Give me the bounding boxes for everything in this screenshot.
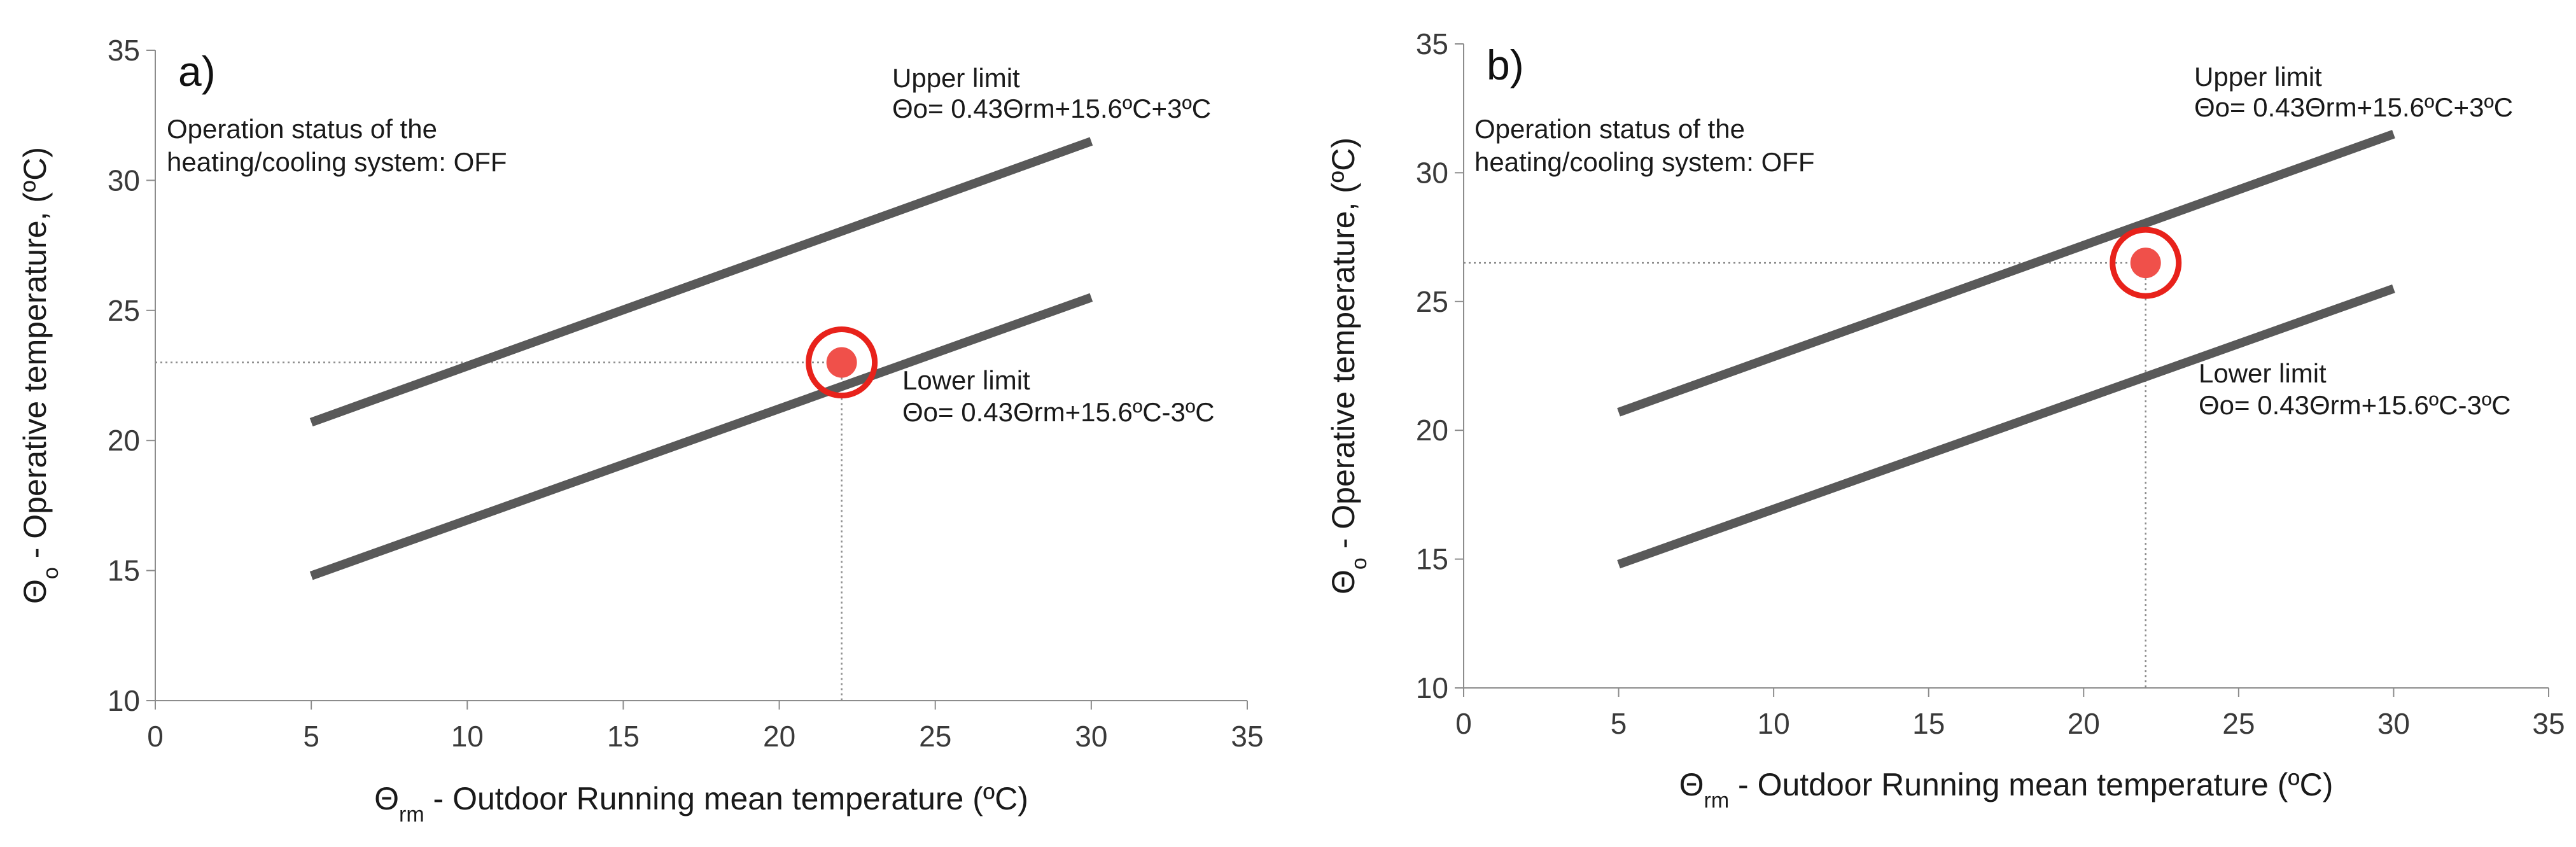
upper-limit-formula: Θo= 0.43Θrm+15.6ºC+3ºC bbox=[2194, 92, 2513, 122]
x-tick-label: 35 bbox=[1231, 720, 1263, 753]
lower-limit-line bbox=[309, 293, 1093, 580]
y-tick-label: 20 bbox=[108, 424, 140, 457]
x-tick-label: 25 bbox=[919, 720, 951, 753]
highlight-ring bbox=[806, 326, 878, 399]
x-axis-title: Θrm - Outdoor Running mean temperature (… bbox=[1679, 767, 2334, 813]
x-tick-label: 5 bbox=[1611, 707, 1627, 740]
x-axis-title: Θrm - Outdoor Running mean temperature (… bbox=[374, 781, 1028, 827]
current-condition-point bbox=[826, 347, 857, 378]
current-condition-point bbox=[2130, 248, 2161, 279]
status-text-line2: heating/cooling system: OFF bbox=[167, 147, 507, 177]
y-tick-label: 35 bbox=[108, 34, 140, 67]
y-tick-label: 25 bbox=[1416, 285, 1448, 318]
y-tick-label: 35 bbox=[1416, 27, 1448, 60]
y-tick-label: 10 bbox=[108, 684, 140, 717]
x-tick-label: 10 bbox=[451, 720, 484, 753]
status-text-line1: Operation status of the bbox=[167, 114, 437, 144]
upper-limit-line bbox=[309, 137, 1093, 427]
y-tick-label: 25 bbox=[108, 294, 140, 327]
y-axis-title: Θo - Operative temperature, (ºC) bbox=[17, 147, 63, 604]
x-tick-label: 30 bbox=[2377, 707, 2410, 740]
lower-limit-formula: Θo= 0.43Θrm+15.6ºC-3ºC bbox=[2199, 390, 2511, 420]
x-tick-label: 5 bbox=[303, 720, 319, 753]
chart-panel-b: 10 15 20 25 30 35 0 5 10 15 20 25 30 35 b) Operation st… bbox=[1326, 27, 2565, 813]
upper-limit-formula: Θo= 0.43Θrm+15.6ºC+3ºC bbox=[892, 94, 1211, 123]
x-tick-label: 30 bbox=[1075, 720, 1107, 753]
upper-limit-label: Upper limit bbox=[2194, 62, 2322, 92]
y-tick-label: 15 bbox=[108, 554, 140, 587]
x-tick-label: 0 bbox=[1455, 707, 1472, 740]
chart-panel-a: 10 15 20 25 30 35 0 5 10 15 20 25 30 35 a) Operation st… bbox=[17, 34, 1264, 827]
panel-label: b) bbox=[1487, 41, 1524, 88]
y-tick-label: 15 bbox=[1416, 543, 1448, 576]
x-tick-label: 15 bbox=[1912, 707, 1945, 740]
upper-limit-line bbox=[1617, 130, 2395, 417]
y-tick-label: 20 bbox=[1416, 414, 1448, 447]
y-tick-label: 30 bbox=[108, 164, 140, 197]
highlight-ring bbox=[2110, 227, 2182, 299]
y-axis-title: Θo - Operative temperature, (ºC) bbox=[1326, 137, 1371, 594]
upper-limit-label: Upper limit bbox=[892, 63, 1020, 93]
y-tick-label: 10 bbox=[1416, 671, 1448, 704]
status-text-line1: Operation status of the bbox=[1474, 114, 1745, 144]
x-tick-label: 20 bbox=[2068, 707, 2100, 740]
y-tick-label: 30 bbox=[1416, 156, 1448, 189]
x-tick-label: 25 bbox=[2222, 707, 2255, 740]
x-tick-label: 10 bbox=[1758, 707, 1790, 740]
status-text-line2: heating/cooling system: OFF bbox=[1474, 147, 1815, 177]
panel-label: a) bbox=[178, 48, 216, 95]
x-tick-label: 0 bbox=[147, 720, 164, 753]
lower-limit-line bbox=[1617, 284, 2395, 569]
x-tick-label: 15 bbox=[607, 720, 640, 753]
lower-limit-label: Lower limit bbox=[902, 365, 1030, 395]
lower-limit-label: Lower limit bbox=[2199, 358, 2327, 388]
x-tick-label: 20 bbox=[763, 720, 795, 753]
x-tick-label: 35 bbox=[2532, 707, 2565, 740]
lower-limit-formula: Θo= 0.43Θrm+15.6ºC-3ºC bbox=[902, 397, 1215, 427]
